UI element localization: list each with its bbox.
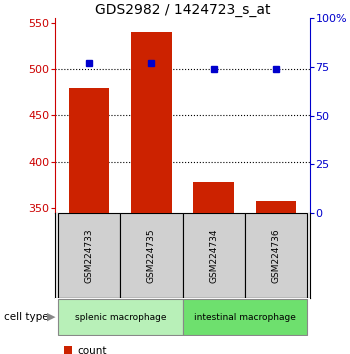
Bar (120, 213, 182, 298)
Text: GSM224735: GSM224735 (147, 228, 156, 283)
Bar (131, 32, 172, 213)
Bar (69, 88, 110, 213)
Text: intestinal macrophage: intestinal macrophage (194, 313, 296, 321)
Title: GDS2982 / 1424723_s_at: GDS2982 / 1424723_s_at (95, 3, 270, 17)
Text: GSM224734: GSM224734 (209, 228, 218, 283)
Bar (182, 299, 307, 335)
Bar (58, 299, 182, 335)
Text: splenic macrophage: splenic macrophage (75, 313, 166, 321)
Text: GSM224736: GSM224736 (271, 228, 280, 283)
Bar (256, 201, 296, 213)
Text: cell type: cell type (4, 312, 48, 322)
Bar (58, 213, 120, 298)
Legend: count, percentile rank within the sample: count, percentile rank within the sample (60, 341, 257, 354)
Bar (194, 182, 234, 213)
Text: ▶: ▶ (47, 312, 56, 322)
Bar (182, 213, 245, 298)
Text: GSM224733: GSM224733 (85, 228, 94, 283)
Bar (245, 213, 307, 298)
